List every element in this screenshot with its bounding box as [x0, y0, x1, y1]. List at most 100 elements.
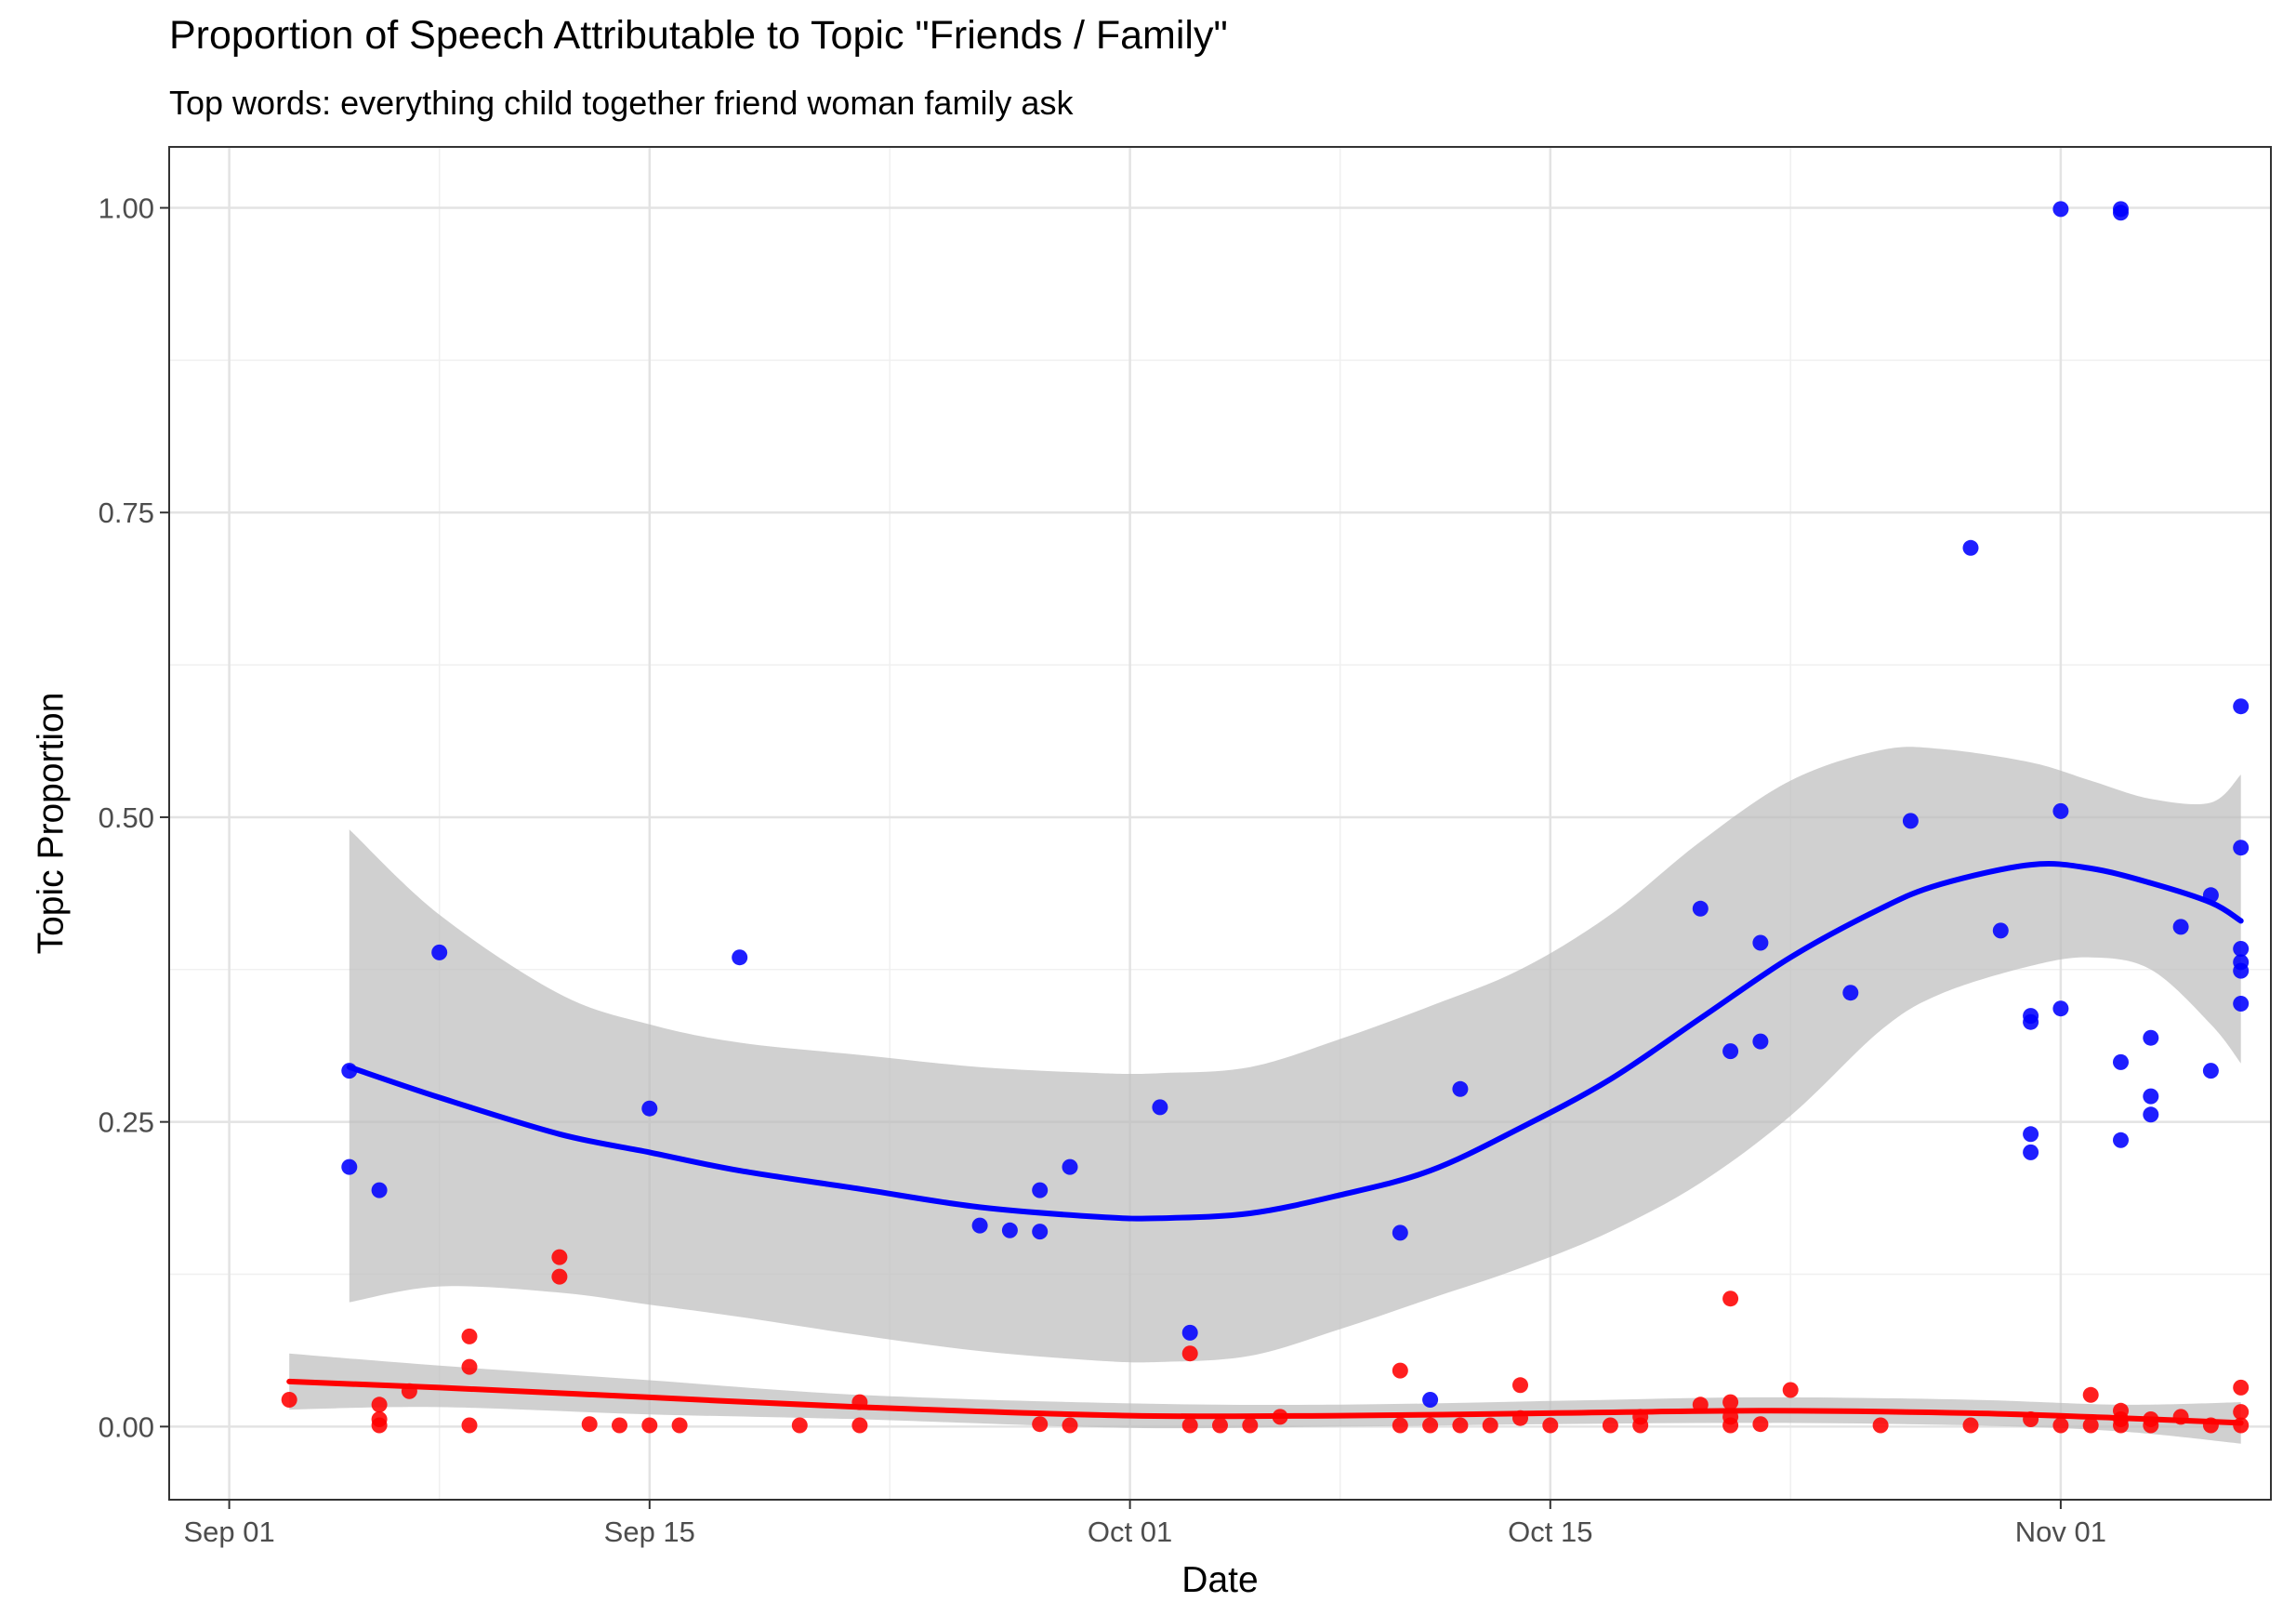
data-point [1392, 1362, 1408, 1379]
data-point [1752, 1033, 1769, 1050]
data-point [1181, 1345, 1198, 1362]
y-tick-label: 0.75 [99, 496, 154, 529]
data-point [671, 1417, 688, 1434]
chart-title: Proportion of Speech Attributable to Top… [169, 13, 1228, 58]
data-point [2233, 962, 2250, 979]
confidence-ribbons [289, 747, 2241, 1444]
data-point [551, 1249, 568, 1265]
data-point [2172, 919, 2189, 935]
data-point [1212, 1417, 1228, 1434]
chart-subtitle: Top words: everything child together fri… [169, 84, 1074, 122]
x-axis-title: Date [1181, 1560, 1258, 1600]
data-point [2143, 1106, 2159, 1123]
data-point [2113, 1053, 2129, 1070]
data-point [1032, 1224, 1049, 1240]
data-point [2082, 1386, 2099, 1403]
y-tick-label: 0.00 [99, 1410, 154, 1443]
data-point [851, 1417, 868, 1434]
data-point [1001, 1222, 1018, 1238]
data-point [2143, 1088, 2159, 1105]
data-point [1722, 1043, 1739, 1060]
data-point [431, 944, 448, 960]
data-point [1902, 813, 1919, 829]
data-point [641, 1417, 658, 1434]
data-point [2023, 1013, 2039, 1030]
data-point [1422, 1392, 1439, 1408]
data-point [1392, 1224, 1408, 1241]
data-point [371, 1182, 388, 1198]
y-tick-label: 1.00 [99, 192, 154, 225]
data-point [2233, 941, 2250, 957]
data-point [461, 1328, 478, 1344]
confidence-ribbon-1 [289, 1353, 2241, 1444]
data-point [1842, 985, 1859, 1001]
data-point [2052, 1000, 2069, 1017]
data-point [1782, 1382, 1799, 1398]
data-point [2233, 840, 2250, 856]
data-point [2023, 1144, 2039, 1160]
data-point [1752, 934, 1769, 951]
data-point [1181, 1417, 1198, 1434]
data-point [1392, 1417, 1408, 1434]
data-point [461, 1417, 478, 1434]
data-point [2113, 205, 2129, 221]
x-tick-label: Nov 01 [2015, 1516, 2106, 1548]
data-point [461, 1358, 478, 1375]
y-axis-title: Topic Proportion [32, 693, 72, 955]
data-point [341, 1158, 358, 1175]
x-tick-label: Oct 15 [1508, 1516, 1592, 1548]
x-tick-label: Oct 01 [1088, 1516, 1172, 1548]
data-point [1181, 1324, 1198, 1341]
data-point [551, 1268, 568, 1285]
data-point [1962, 1417, 1979, 1434]
data-point [971, 1217, 988, 1234]
data-point [1512, 1377, 1528, 1394]
data-point [1752, 1416, 1769, 1433]
panel-border [168, 146, 2272, 1501]
data-point [1542, 1417, 1559, 1434]
smooth-lines [286, 861, 2244, 1426]
data-point [2233, 996, 2250, 1012]
data-point [2082, 1417, 2099, 1434]
data-point [1722, 1394, 1739, 1410]
data-point [2233, 1379, 2250, 1396]
data-point [1692, 900, 1709, 917]
data-point [1722, 1417, 1739, 1434]
data-point [1242, 1417, 1259, 1434]
data-point [1962, 539, 1979, 556]
data-point [1422, 1417, 1439, 1434]
data-point [281, 1392, 297, 1408]
y-tick-label: 0.50 [99, 801, 154, 834]
data-point [581, 1416, 598, 1433]
data-point [1632, 1417, 1649, 1434]
confidence-ribbon-0 [349, 747, 2241, 1363]
data-point [2052, 201, 2069, 218]
y-axis: 0.00 0.25 0.50 0.75 1.00 [99, 192, 169, 1443]
data-point [612, 1417, 627, 1434]
data-point [2113, 1132, 2129, 1148]
data-point [371, 1417, 388, 1434]
data-point [2233, 1404, 2250, 1421]
data-point [371, 1397, 388, 1413]
data-point [2023, 1126, 2039, 1143]
y-tick-label: 0.25 [99, 1106, 154, 1139]
data-point [2143, 1029, 2159, 1046]
x-axis: Sep 01 Sep 15 Oct 01 Oct 15 Nov 01 [183, 1500, 2106, 1548]
data-point [1032, 1416, 1049, 1433]
data-point [1872, 1417, 1889, 1434]
x-tick-label: Sep 01 [183, 1516, 274, 1548]
x-tick-label: Sep 15 [604, 1516, 695, 1548]
data-point [1452, 1080, 1469, 1097]
data-point [2113, 1417, 2129, 1434]
data-point [1722, 1291, 1739, 1307]
data-point [1152, 1099, 1168, 1116]
data-point [1602, 1417, 1618, 1434]
data-point [2202, 1063, 2219, 1079]
data-point [732, 949, 748, 966]
smooth-line-0 [346, 861, 2244, 1222]
data-point [791, 1417, 808, 1434]
data-point [1062, 1158, 1078, 1175]
data-point [2233, 698, 2250, 715]
data-point [2052, 802, 2069, 819]
